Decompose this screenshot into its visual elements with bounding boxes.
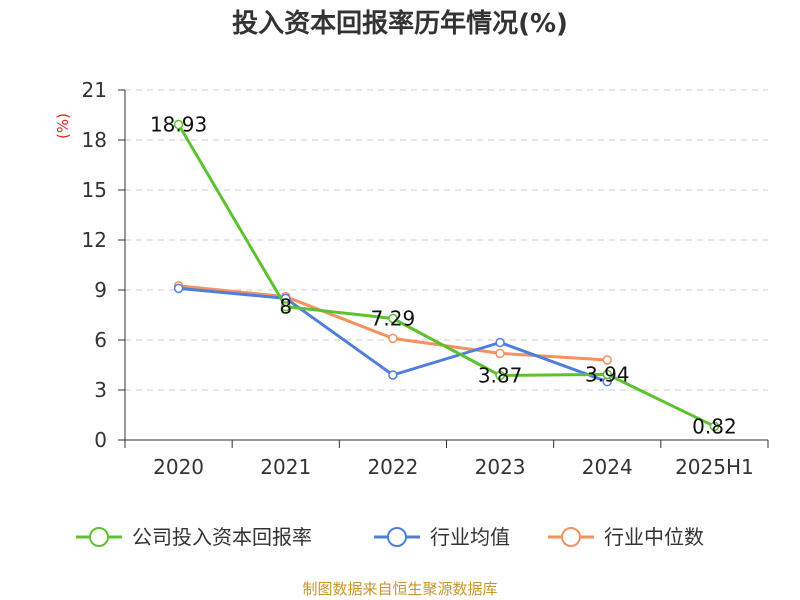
x-tick-label: 2024 [582, 455, 633, 479]
data-label: 7.29 [371, 307, 416, 331]
legend-label: 行业均值 [430, 525, 510, 549]
data-labels: 18.93 8 7.29 3.87 3.94 0.82 [150, 113, 737, 439]
x-tick-label: 2023 [475, 455, 526, 479]
series-0 [173, 119, 720, 432]
data-point [173, 119, 184, 130]
legend-label: 行业中位数 [604, 525, 704, 549]
data-point [709, 421, 720, 432]
legend-item[interactable]: 行业中位数 [548, 525, 704, 549]
data-point [602, 355, 612, 365]
x-tick-label: 2025H1 [675, 455, 754, 479]
source-note: 制图数据来自恒生聚源数据库 [302, 580, 497, 598]
chart-title: 投入资本回报率历年情况(%) [232, 8, 568, 39]
x-tick-label: 2022 [367, 455, 418, 479]
legend-swatch-marker [89, 527, 109, 547]
legend: 公司投入资本回报率 行业均值 行业中位数 [76, 525, 704, 549]
x-tick-label: 2020 [153, 455, 204, 479]
data-label: 8 [279, 295, 292, 319]
data-point [173, 283, 184, 294]
data-point [602, 369, 612, 380]
series-line [177, 123, 716, 428]
data-label: 0.82 [692, 414, 737, 438]
y-tick-label: 9 [94, 278, 107, 302]
series [173, 119, 720, 432]
y-tick-label: 18 [82, 128, 107, 152]
data-point [388, 333, 398, 344]
data-point [495, 337, 505, 348]
data-point [281, 301, 291, 312]
y-tick-label: 21 [82, 78, 107, 102]
legend-swatch-marker [387, 527, 407, 547]
legend-label: 公司投入资本回报率 [132, 525, 312, 549]
data-point [388, 370, 398, 380]
data-label: 18.93 [150, 113, 207, 137]
data-point [495, 348, 505, 359]
axes: 0 3 6 9 12 15 18 21 2020 2021 2022 2023 2024 2025H1 [82, 78, 769, 479]
y-axis-unit: (%) [54, 113, 72, 139]
y-tick-label: 15 [82, 178, 107, 202]
data-point [495, 370, 505, 381]
y-tick-label: 12 [82, 228, 107, 252]
y-tick-label: 3 [94, 378, 107, 402]
series-1 [173, 283, 612, 387]
data-point [388, 313, 398, 324]
legend-item[interactable]: 行业均值 [374, 525, 510, 549]
y-tick-label: 6 [94, 328, 107, 352]
y-tick-label: 0 [94, 428, 107, 452]
x-tick-label: 2021 [260, 455, 311, 479]
data-label: 3.94 [585, 362, 630, 386]
data-label: 3.87 [478, 364, 523, 388]
legend-swatch-marker [561, 527, 581, 547]
grid [125, 89, 768, 391]
legend-item[interactable]: 公司投入资本回报率 [76, 525, 312, 549]
